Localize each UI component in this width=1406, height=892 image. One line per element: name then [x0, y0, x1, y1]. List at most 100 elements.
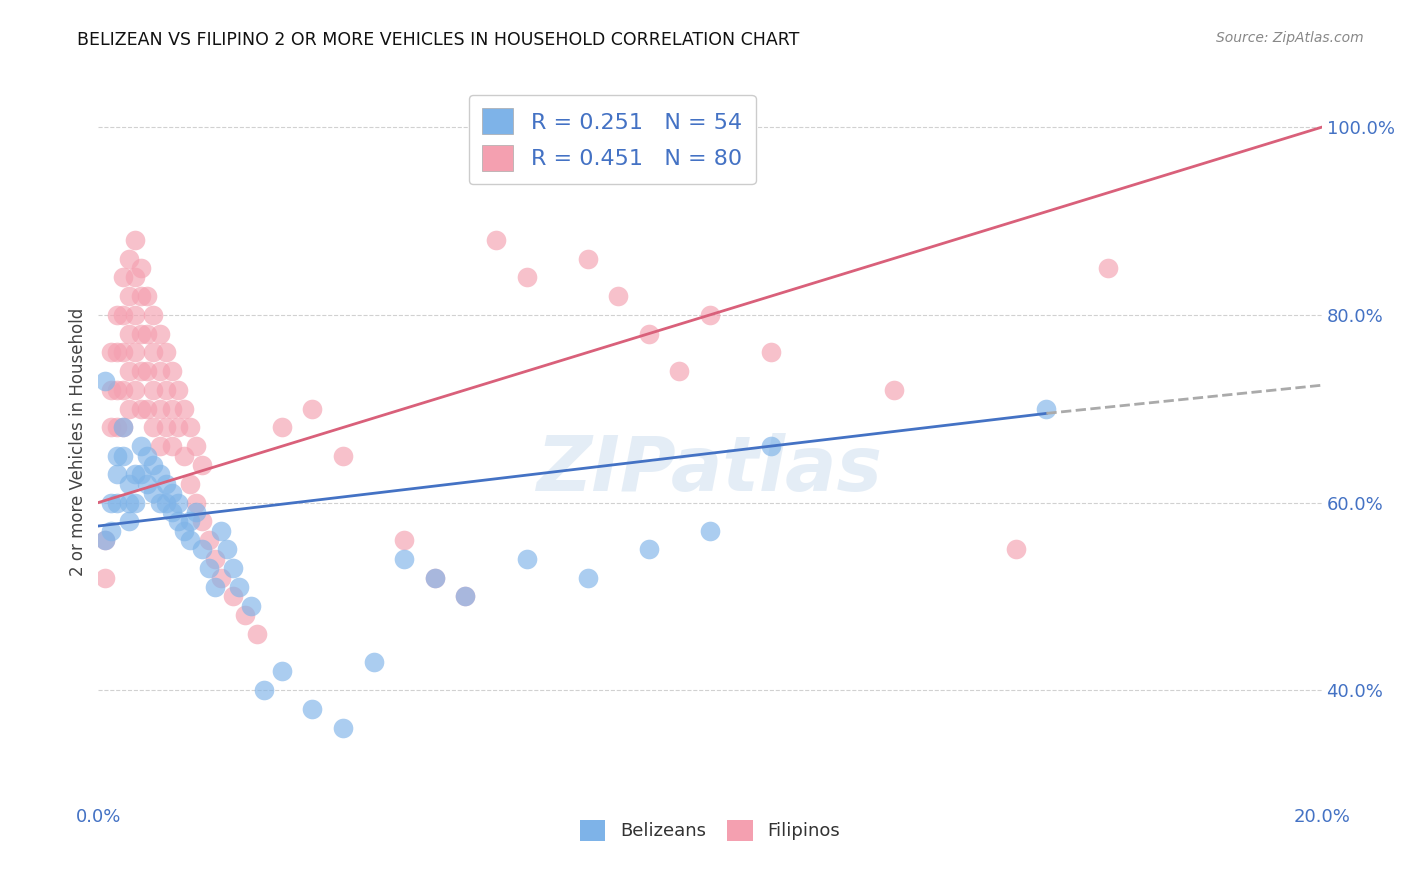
- Point: [124, 270, 146, 285]
- Point: [149, 467, 172, 482]
- Point: [142, 486, 165, 500]
- Point: [105, 345, 128, 359]
- Point: [142, 383, 165, 397]
- Point: [454, 590, 477, 604]
- Point: [142, 345, 165, 359]
- Point: [332, 449, 354, 463]
- Point: [160, 401, 183, 416]
- Point: [118, 495, 141, 509]
- Point: [105, 308, 128, 322]
- Point: [100, 345, 122, 359]
- Point: [129, 364, 152, 378]
- Point: [93, 533, 115, 547]
- Point: [124, 495, 146, 509]
- Point: [100, 383, 122, 397]
- Point: [191, 458, 214, 472]
- Point: [118, 476, 141, 491]
- Point: [111, 420, 134, 434]
- Text: ZIPatlas: ZIPatlas: [537, 434, 883, 508]
- Point: [142, 458, 165, 472]
- Point: [186, 439, 208, 453]
- Point: [883, 383, 905, 397]
- Point: [392, 533, 416, 547]
- Point: [93, 571, 115, 585]
- Point: [423, 571, 446, 585]
- Point: [155, 383, 177, 397]
- Point: [516, 551, 538, 566]
- Point: [149, 364, 172, 378]
- Point: [136, 476, 159, 491]
- Point: [270, 420, 292, 434]
- Point: [100, 524, 122, 538]
- Point: [204, 551, 226, 566]
- Point: [111, 308, 134, 322]
- Point: [118, 326, 141, 341]
- Point: [637, 542, 661, 557]
- Point: [392, 551, 416, 566]
- Point: [186, 505, 208, 519]
- Point: [129, 260, 152, 275]
- Point: [124, 383, 146, 397]
- Point: [191, 514, 214, 528]
- Point: [209, 524, 232, 538]
- Point: [485, 233, 508, 247]
- Point: [167, 383, 190, 397]
- Point: [155, 495, 177, 509]
- Point: [100, 495, 122, 509]
- Point: [118, 252, 141, 266]
- Point: [136, 326, 159, 341]
- Point: [118, 401, 141, 416]
- Point: [228, 580, 250, 594]
- Point: [129, 289, 152, 303]
- Point: [129, 467, 152, 482]
- Point: [142, 308, 165, 322]
- Point: [136, 289, 159, 303]
- Point: [155, 476, 177, 491]
- Point: [93, 374, 115, 388]
- Point: [167, 420, 190, 434]
- Point: [93, 533, 115, 547]
- Point: [576, 571, 599, 585]
- Point: [1035, 401, 1057, 416]
- Point: [759, 439, 782, 453]
- Point: [111, 449, 134, 463]
- Point: [186, 495, 208, 509]
- Point: [129, 439, 152, 453]
- Y-axis label: 2 or more Vehicles in Household: 2 or more Vehicles in Household: [69, 308, 87, 575]
- Point: [105, 495, 128, 509]
- Point: [136, 364, 159, 378]
- Point: [129, 326, 152, 341]
- Point: [124, 345, 146, 359]
- Point: [209, 571, 232, 585]
- Point: [149, 401, 172, 416]
- Point: [301, 702, 323, 716]
- Point: [197, 561, 219, 575]
- Point: [149, 439, 172, 453]
- Point: [160, 364, 183, 378]
- Point: [1004, 542, 1026, 557]
- Point: [215, 542, 238, 557]
- Point: [179, 420, 201, 434]
- Point: [301, 401, 323, 416]
- Point: [124, 308, 146, 322]
- Point: [246, 627, 269, 641]
- Point: [699, 524, 721, 538]
- Point: [637, 326, 661, 341]
- Text: BELIZEAN VS FILIPINO 2 OR MORE VEHICLES IN HOUSEHOLD CORRELATION CHART: BELIZEAN VS FILIPINO 2 OR MORE VEHICLES …: [77, 31, 800, 49]
- Point: [759, 345, 782, 359]
- Point: [607, 289, 630, 303]
- Point: [699, 308, 721, 322]
- Point: [204, 580, 226, 594]
- Point: [118, 364, 141, 378]
- Point: [124, 233, 146, 247]
- Point: [111, 270, 134, 285]
- Point: [118, 514, 141, 528]
- Point: [179, 533, 201, 547]
- Point: [222, 590, 245, 604]
- Point: [191, 542, 214, 557]
- Point: [179, 514, 201, 528]
- Point: [173, 449, 195, 463]
- Point: [160, 486, 183, 500]
- Point: [197, 533, 219, 547]
- Point: [149, 495, 172, 509]
